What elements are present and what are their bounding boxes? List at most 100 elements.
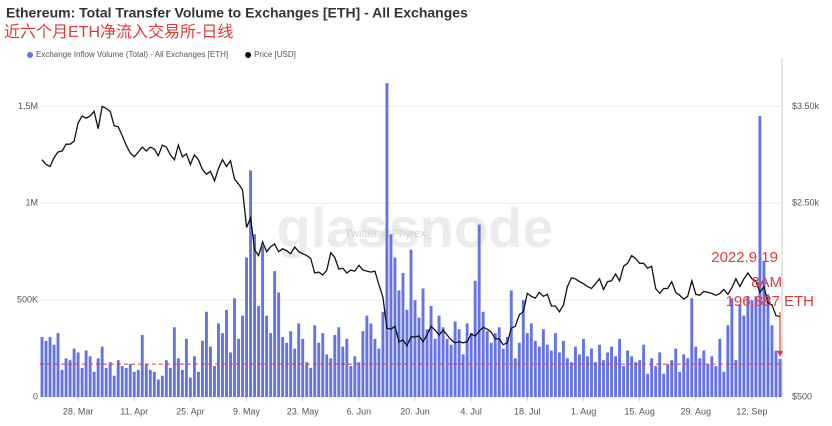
bar bbox=[445, 338, 449, 397]
legend-marker bbox=[245, 52, 252, 58]
bar bbox=[104, 367, 108, 397]
bar bbox=[437, 315, 441, 397]
bar bbox=[742, 315, 746, 397]
bar bbox=[140, 335, 144, 397]
bar bbox=[329, 358, 333, 397]
bar bbox=[569, 362, 573, 397]
bar bbox=[124, 367, 128, 397]
bar bbox=[128, 364, 132, 397]
bar bbox=[477, 224, 481, 397]
bar bbox=[44, 340, 48, 397]
bar bbox=[549, 350, 553, 397]
bar bbox=[337, 327, 341, 397]
bar bbox=[297, 323, 301, 397]
bar bbox=[249, 170, 253, 397]
bar bbox=[670, 360, 674, 397]
bar bbox=[200, 340, 204, 397]
bar bbox=[96, 358, 100, 397]
bar bbox=[553, 333, 557, 397]
x-tick-label: 9. May bbox=[233, 406, 261, 416]
bar bbox=[762, 261, 766, 397]
bar bbox=[690, 298, 694, 397]
bar bbox=[465, 323, 469, 397]
bar bbox=[253, 234, 257, 397]
bar bbox=[758, 116, 762, 397]
bar bbox=[778, 358, 782, 397]
bar bbox=[80, 367, 84, 397]
bar bbox=[610, 346, 613, 397]
bar bbox=[317, 342, 321, 397]
bar bbox=[172, 327, 176, 397]
bar bbox=[116, 360, 120, 397]
bar bbox=[770, 325, 774, 397]
bar bbox=[602, 360, 605, 397]
bar bbox=[626, 350, 630, 397]
y2-tick-label: $3.50k bbox=[792, 101, 820, 111]
bar bbox=[517, 342, 521, 397]
bar bbox=[48, 336, 52, 397]
bar bbox=[72, 348, 76, 397]
annotation-text: 196,887 ETH bbox=[726, 293, 814, 310]
bar bbox=[746, 296, 750, 397]
y-tick-label: 500K bbox=[17, 295, 38, 305]
bar bbox=[493, 333, 497, 397]
bar bbox=[453, 321, 457, 397]
bar bbox=[405, 309, 409, 397]
bar bbox=[389, 234, 393, 397]
bar bbox=[738, 304, 742, 397]
bar bbox=[485, 331, 489, 397]
bar bbox=[273, 271, 277, 397]
bar bbox=[433, 338, 437, 397]
bar bbox=[373, 338, 377, 397]
bar bbox=[754, 296, 758, 397]
bar bbox=[529, 323, 533, 397]
bar bbox=[333, 335, 337, 397]
bar bbox=[686, 358, 690, 397]
bar bbox=[245, 257, 249, 397]
bar bbox=[225, 309, 228, 397]
bar bbox=[68, 360, 72, 397]
bar bbox=[64, 358, 68, 397]
bar bbox=[654, 366, 658, 397]
y2-tick-label: $2.50k bbox=[792, 198, 820, 208]
bar bbox=[674, 348, 678, 397]
bar bbox=[265, 315, 269, 397]
bar bbox=[726, 325, 730, 397]
bar bbox=[188, 377, 192, 397]
bar bbox=[108, 362, 112, 397]
x-tick-label: 20. Jun bbox=[400, 406, 430, 416]
bar bbox=[429, 305, 433, 397]
bar bbox=[417, 317, 421, 397]
x-tick-label: 25. Apr bbox=[176, 406, 205, 416]
bar bbox=[168, 367, 172, 397]
bar bbox=[277, 292, 281, 397]
bar bbox=[205, 311, 208, 397]
bar bbox=[678, 371, 682, 397]
bar bbox=[313, 325, 317, 397]
bar bbox=[176, 358, 180, 397]
bar bbox=[56, 333, 60, 397]
bar bbox=[481, 311, 485, 397]
bar bbox=[385, 83, 389, 397]
x-tick-label: 6. Jun bbox=[347, 406, 372, 416]
bar bbox=[590, 348, 593, 397]
bar bbox=[425, 329, 429, 397]
bar bbox=[750, 300, 754, 397]
bar bbox=[533, 340, 537, 397]
bar bbox=[730, 298, 734, 397]
bar bbox=[180, 369, 184, 397]
bar bbox=[501, 348, 505, 397]
bar bbox=[381, 311, 385, 397]
bar bbox=[509, 290, 513, 397]
bar bbox=[578, 354, 581, 397]
bar bbox=[766, 294, 770, 397]
bar bbox=[614, 356, 617, 397]
y2-tick-label: $500 bbox=[792, 391, 812, 401]
watermark-sub: Twitter @Phyrex_ bbox=[345, 228, 433, 240]
bar bbox=[369, 323, 373, 397]
bar bbox=[682, 354, 686, 397]
bar bbox=[92, 371, 96, 397]
bar bbox=[164, 360, 168, 397]
bar bbox=[281, 336, 285, 397]
